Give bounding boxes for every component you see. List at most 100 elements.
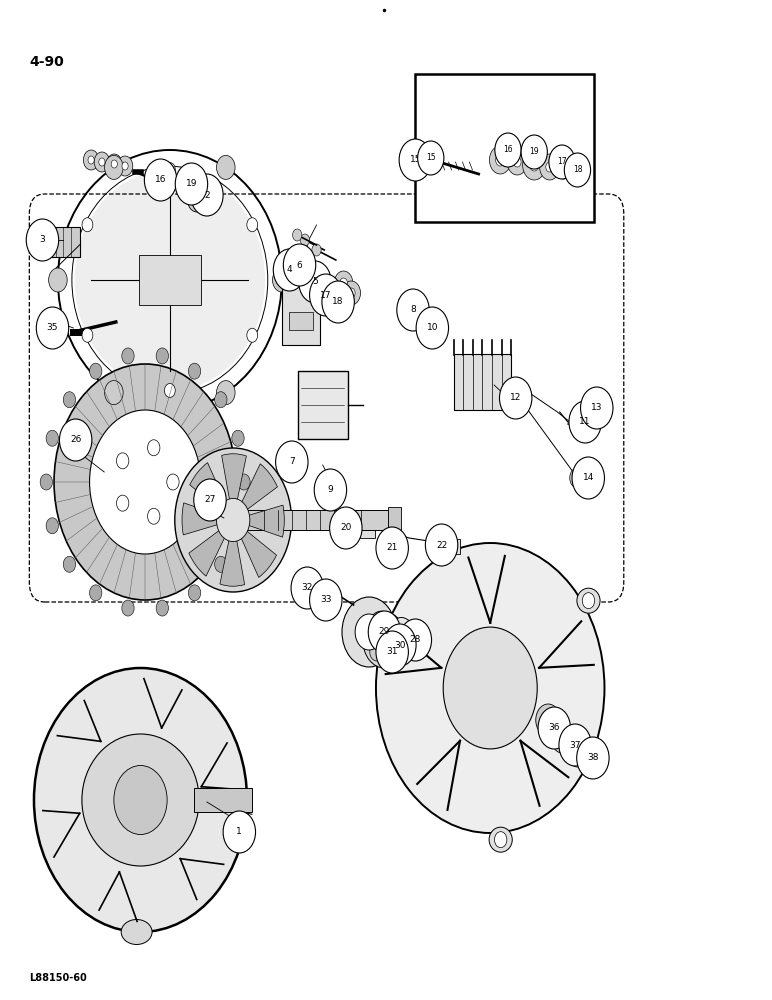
Circle shape — [247, 328, 258, 342]
Wedge shape — [233, 505, 284, 537]
Bar — [46, 227, 80, 257]
Circle shape — [122, 600, 134, 616]
Circle shape — [391, 627, 411, 653]
Text: 6: 6 — [296, 260, 303, 269]
Circle shape — [63, 556, 76, 572]
Bar — [290, 312, 313, 330]
Circle shape — [376, 527, 408, 569]
Wedge shape — [182, 503, 233, 535]
Bar — [354, 520, 375, 538]
Circle shape — [536, 704, 560, 736]
Ellipse shape — [376, 543, 604, 833]
Wedge shape — [233, 464, 277, 520]
Circle shape — [368, 611, 401, 653]
Circle shape — [117, 156, 133, 176]
Circle shape — [299, 261, 331, 303]
Bar — [446, 539, 460, 554]
Circle shape — [188, 363, 201, 379]
Ellipse shape — [34, 668, 247, 932]
Text: 7: 7 — [289, 458, 295, 466]
Text: 16: 16 — [155, 176, 166, 184]
Circle shape — [495, 133, 521, 167]
Text: 32: 32 — [302, 584, 313, 592]
Circle shape — [521, 135, 547, 169]
Circle shape — [555, 157, 572, 179]
Text: 15: 15 — [410, 155, 421, 164]
Circle shape — [247, 218, 258, 232]
Circle shape — [156, 348, 168, 364]
Bar — [388, 507, 401, 533]
Circle shape — [418, 141, 444, 175]
Text: 13: 13 — [591, 403, 602, 412]
Text: 8: 8 — [410, 306, 416, 314]
Circle shape — [90, 410, 201, 554]
Circle shape — [273, 249, 306, 291]
Circle shape — [147, 440, 160, 456]
Circle shape — [104, 381, 123, 405]
Circle shape — [49, 268, 67, 292]
Circle shape — [399, 619, 432, 661]
Circle shape — [538, 707, 571, 749]
Circle shape — [363, 612, 406, 668]
Bar — [233, 510, 388, 530]
Circle shape — [549, 145, 575, 179]
Ellipse shape — [489, 827, 513, 852]
Circle shape — [83, 150, 99, 170]
Circle shape — [559, 724, 591, 766]
Circle shape — [40, 474, 52, 490]
Text: 9: 9 — [327, 486, 334, 494]
Circle shape — [90, 585, 102, 601]
Ellipse shape — [577, 588, 600, 613]
Circle shape — [310, 579, 342, 621]
Circle shape — [117, 453, 129, 469]
Circle shape — [581, 387, 613, 429]
Circle shape — [99, 158, 105, 166]
Bar — [297, 371, 347, 439]
Circle shape — [216, 155, 235, 179]
Text: 35: 35 — [47, 324, 58, 332]
Text: 38: 38 — [587, 754, 598, 762]
Circle shape — [523, 150, 546, 180]
Circle shape — [399, 139, 432, 181]
Ellipse shape — [387, 617, 416, 662]
Text: 18: 18 — [333, 298, 344, 306]
Circle shape — [577, 737, 609, 779]
Circle shape — [147, 508, 160, 524]
Circle shape — [88, 156, 94, 164]
Circle shape — [376, 631, 408, 673]
Circle shape — [191, 174, 223, 216]
Circle shape — [46, 430, 59, 446]
Circle shape — [223, 811, 256, 853]
Circle shape — [300, 234, 310, 246]
Circle shape — [513, 157, 521, 167]
Text: 33: 33 — [320, 595, 331, 604]
Text: 20: 20 — [340, 524, 351, 532]
Circle shape — [113, 766, 167, 834]
Circle shape — [347, 288, 355, 298]
Circle shape — [26, 219, 59, 261]
Circle shape — [144, 159, 177, 201]
Circle shape — [54, 364, 236, 600]
Ellipse shape — [75, 169, 265, 390]
Wedge shape — [222, 454, 246, 520]
Circle shape — [552, 727, 572, 753]
Text: 27: 27 — [205, 495, 215, 504]
Text: 26: 26 — [70, 436, 81, 444]
Text: 36: 36 — [549, 724, 560, 732]
Circle shape — [570, 468, 585, 488]
Circle shape — [291, 567, 323, 609]
Bar — [282, 270, 320, 345]
Text: 16: 16 — [503, 145, 513, 154]
Text: 28: 28 — [410, 636, 421, 645]
Circle shape — [175, 163, 208, 205]
Circle shape — [122, 348, 134, 364]
Wedge shape — [189, 520, 233, 576]
Text: 1: 1 — [236, 828, 242, 836]
Text: 2: 2 — [204, 190, 210, 200]
Circle shape — [384, 624, 416, 666]
Circle shape — [232, 518, 244, 534]
Bar — [415, 74, 594, 222]
Text: 30: 30 — [394, 641, 405, 650]
Circle shape — [164, 383, 175, 398]
Text: 17: 17 — [320, 290, 331, 300]
